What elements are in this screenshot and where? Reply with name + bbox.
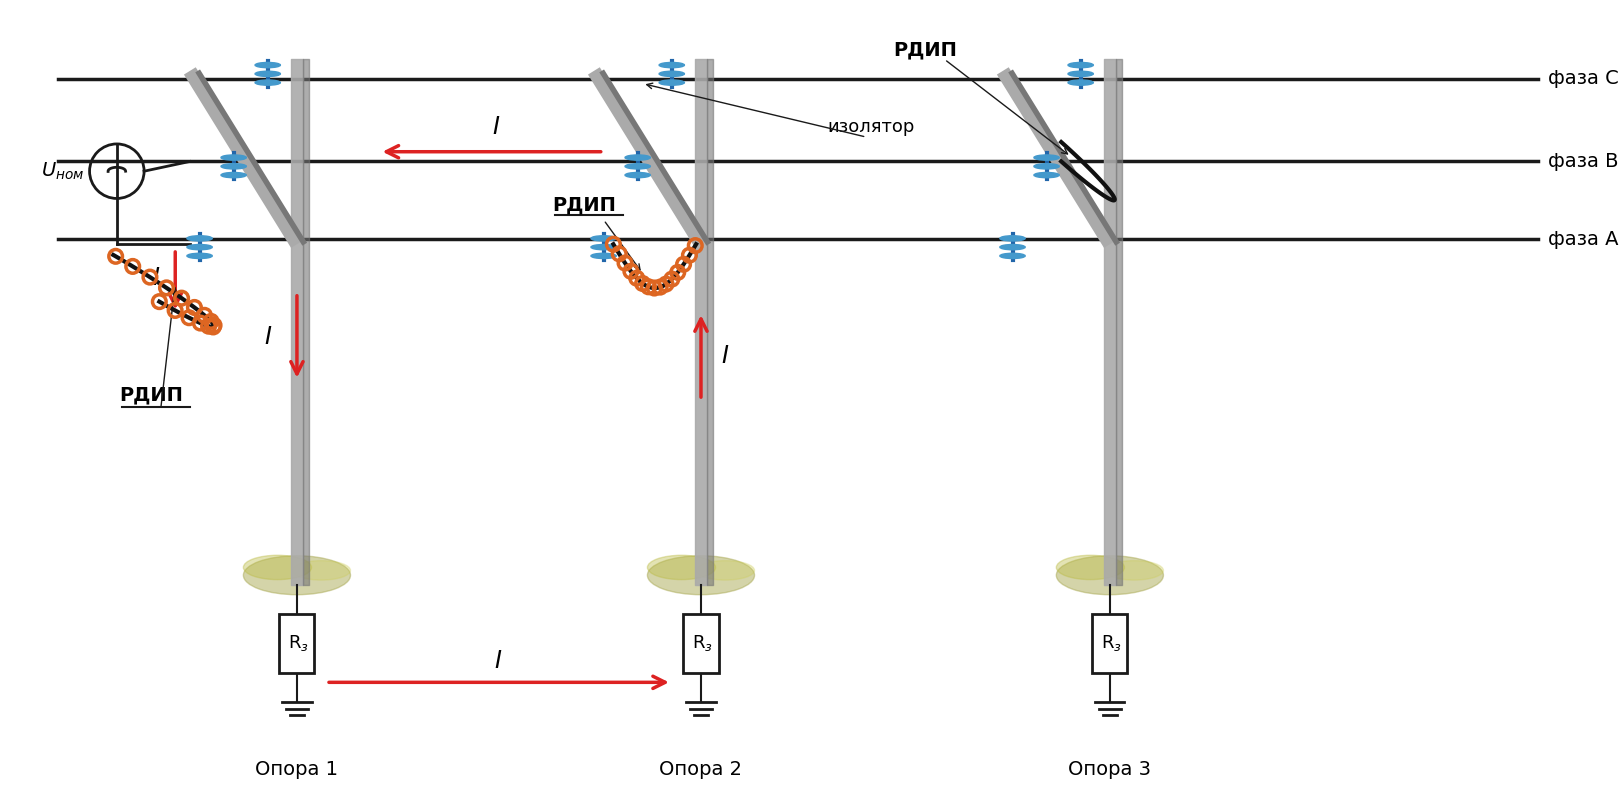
- Ellipse shape: [1034, 155, 1059, 160]
- Text: $I$: $I$: [721, 344, 729, 368]
- Text: фаза C: фаза C: [1548, 70, 1619, 88]
- Ellipse shape: [647, 555, 715, 579]
- Text: фаза B: фаза B: [1548, 152, 1618, 171]
- Ellipse shape: [220, 164, 246, 169]
- Ellipse shape: [626, 164, 650, 169]
- Bar: [684, 614, 718, 673]
- Ellipse shape: [1034, 164, 1059, 169]
- Text: $I$: $I$: [264, 324, 272, 348]
- Text: R$_з$: R$_з$: [289, 634, 310, 654]
- Bar: [279, 614, 314, 673]
- Ellipse shape: [1000, 253, 1024, 259]
- Ellipse shape: [292, 561, 350, 580]
- Text: R$_з$: R$_з$: [692, 634, 713, 654]
- Text: $I$: $I$: [493, 115, 501, 139]
- Ellipse shape: [254, 62, 280, 68]
- Text: Опора 2: Опора 2: [660, 761, 742, 780]
- Text: фаза A: фаза A: [1548, 230, 1618, 248]
- Ellipse shape: [626, 173, 650, 177]
- Ellipse shape: [1000, 236, 1024, 241]
- Ellipse shape: [626, 155, 650, 160]
- Text: РДИП: РДИП: [553, 196, 616, 215]
- Text: изолятор: изолятор: [828, 118, 914, 137]
- Ellipse shape: [186, 253, 212, 259]
- Text: R$_з$: R$_з$: [1101, 634, 1122, 654]
- Ellipse shape: [1068, 71, 1093, 77]
- Text: $I$: $I$: [152, 266, 160, 290]
- Ellipse shape: [243, 555, 311, 579]
- Ellipse shape: [1057, 555, 1125, 579]
- Ellipse shape: [592, 253, 616, 259]
- Text: $I$: $I$: [494, 649, 503, 673]
- Ellipse shape: [695, 561, 754, 580]
- Ellipse shape: [254, 80, 280, 85]
- Text: РДИП: РДИП: [118, 386, 183, 404]
- Bar: [1093, 614, 1127, 673]
- Ellipse shape: [1106, 561, 1164, 580]
- Ellipse shape: [186, 236, 212, 241]
- Ellipse shape: [1068, 62, 1093, 68]
- Text: РДИП: РДИП: [893, 40, 956, 59]
- Ellipse shape: [660, 80, 684, 85]
- Text: $U_{ном}$: $U_{ном}$: [42, 161, 84, 182]
- Ellipse shape: [660, 71, 684, 77]
- Ellipse shape: [1034, 173, 1059, 177]
- Ellipse shape: [220, 173, 246, 177]
- Text: Опора 3: Опора 3: [1068, 761, 1151, 780]
- Ellipse shape: [254, 71, 280, 77]
- Ellipse shape: [592, 244, 616, 250]
- Ellipse shape: [660, 62, 684, 68]
- Text: Опора 1: Опора 1: [256, 761, 339, 780]
- Ellipse shape: [186, 244, 212, 250]
- Ellipse shape: [1057, 556, 1164, 594]
- Ellipse shape: [220, 155, 246, 160]
- Ellipse shape: [243, 556, 350, 594]
- Ellipse shape: [592, 236, 616, 241]
- Ellipse shape: [1000, 244, 1024, 250]
- Ellipse shape: [1068, 80, 1093, 85]
- Ellipse shape: [647, 556, 754, 594]
